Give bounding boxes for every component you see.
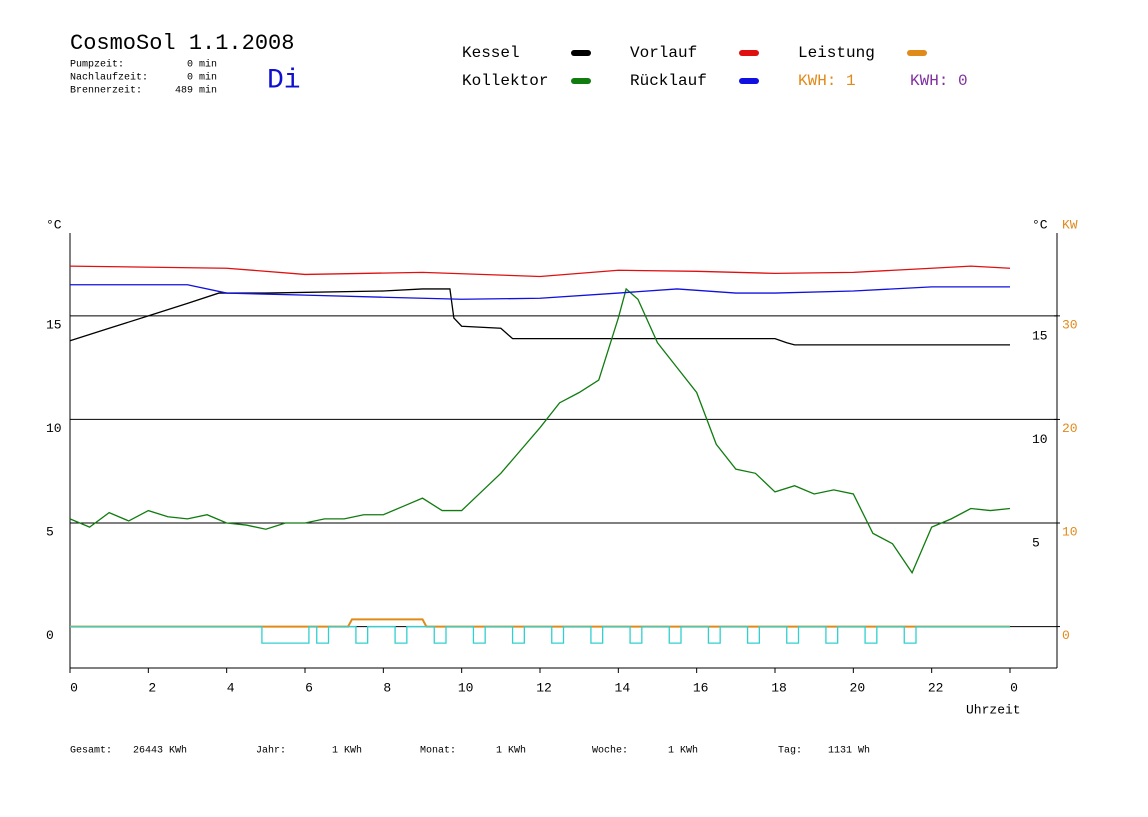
y2-tick-label: 10 bbox=[1062, 524, 1078, 539]
y-tick-label: 10 bbox=[46, 421, 62, 436]
total-label: Monat: bbox=[420, 746, 456, 757]
y2-tick-label: 20 bbox=[1062, 421, 1078, 436]
x-tick-label: 22 bbox=[928, 680, 944, 695]
total-label: Jahr: bbox=[256, 745, 286, 757]
total-value: 1 KWh bbox=[332, 745, 362, 757]
total-label: Woche: bbox=[592, 745, 628, 757]
total-value: 26443 KWh bbox=[133, 745, 187, 757]
x-axis-label: Uhrzeit bbox=[966, 702, 1021, 717]
x-tick-label: 2 bbox=[148, 680, 156, 695]
y2-tick-label: 30 bbox=[1062, 317, 1078, 332]
x-tick-label: 14 bbox=[615, 680, 631, 695]
series-line bbox=[70, 618, 1010, 628]
right-tick-label: 15 bbox=[1032, 328, 1048, 343]
y2-tick-label: 0 bbox=[1062, 628, 1070, 643]
weekday: Di bbox=[267, 65, 301, 96]
x-tick-label: 20 bbox=[850, 680, 866, 695]
x-tick-label: 10 bbox=[458, 680, 474, 695]
x-tick-label: 4 bbox=[227, 680, 235, 695]
x-tick-label: 18 bbox=[771, 680, 787, 695]
kwh-label: KWH: 0 bbox=[910, 72, 968, 90]
series-line bbox=[70, 625, 1010, 644]
status-label: Pumpzeit: bbox=[70, 59, 124, 71]
series-line bbox=[69, 288, 1010, 346]
total-label: Gesamt: bbox=[70, 746, 112, 757]
status-label: Brennerzeit: bbox=[70, 85, 142, 97]
x-tick-label: 16 bbox=[693, 680, 709, 695]
total-value: 1 KWh bbox=[496, 745, 526, 757]
x-tick-label: 0 bbox=[70, 680, 78, 695]
y-axis-label: °C bbox=[46, 217, 62, 232]
x-tick-label: 6 bbox=[305, 680, 313, 695]
y-tick-label: 15 bbox=[46, 317, 62, 332]
right-tick-label: 10 bbox=[1032, 432, 1048, 447]
total-value: 1131 Wh bbox=[828, 745, 870, 757]
y-tick-label: 0 bbox=[46, 628, 54, 643]
legend-label: Leistung bbox=[798, 44, 875, 62]
x-tick-label: 8 bbox=[383, 680, 391, 695]
legend-label: Kessel bbox=[462, 44, 520, 62]
x-tick-label: 0 bbox=[1010, 680, 1018, 695]
legend-label: Rücklauf bbox=[630, 72, 707, 90]
legend-label: Kollektor bbox=[462, 72, 548, 90]
status-value: 489 min bbox=[175, 85, 217, 97]
series-line bbox=[69, 287, 1011, 575]
status-value: 0 min bbox=[187, 59, 217, 71]
kwh-label: KWH: 1 bbox=[798, 72, 856, 90]
total-value: 1 KWh bbox=[668, 745, 698, 757]
y2-axis-label: °C bbox=[1032, 217, 1048, 232]
right-tick-label: 5 bbox=[1032, 535, 1040, 550]
status-label: Nachlaufzeit: bbox=[70, 72, 148, 84]
y2-unit: KW bbox=[1062, 217, 1078, 232]
x-tick-label: 12 bbox=[536, 680, 552, 695]
status-value: 0 min bbox=[187, 72, 217, 84]
legend-label: Vorlauf bbox=[630, 44, 697, 62]
series-line bbox=[70, 284, 1010, 300]
chart-title: CosmoSol 1.1.2008 bbox=[70, 31, 294, 56]
y-tick-label: 5 bbox=[46, 524, 54, 539]
series-line bbox=[69, 265, 1011, 278]
total-label: Tag: bbox=[778, 746, 802, 757]
